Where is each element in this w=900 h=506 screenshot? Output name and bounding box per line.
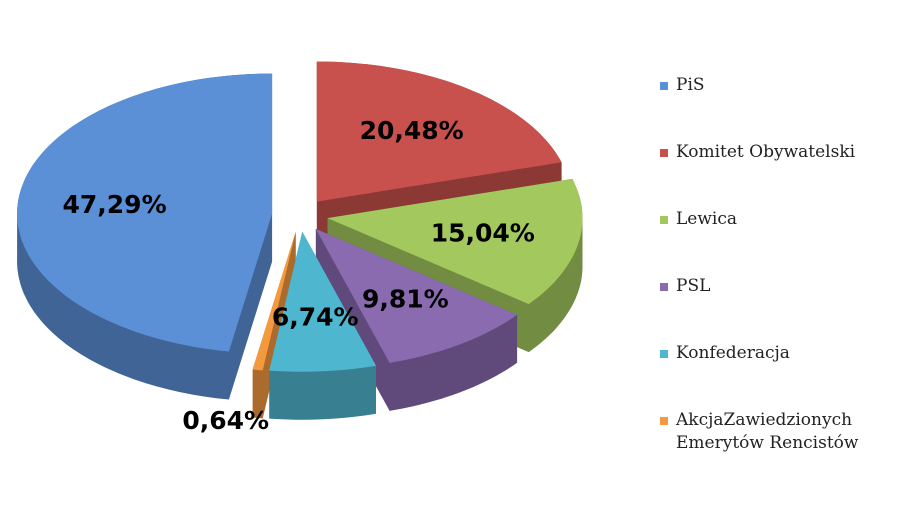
value-label: 9,81% <box>362 284 449 313</box>
legend-label: PiS <box>676 75 705 95</box>
value-label: 15,04% <box>431 218 535 247</box>
legend-swatch <box>660 82 668 90</box>
value-label: 6,74% <box>272 302 359 331</box>
slice-side <box>252 231 296 419</box>
slice <box>315 228 518 363</box>
legend-swatch <box>660 283 668 291</box>
legend: PiS Komitet Obywatelski Lewica PSL Konfedera… <box>660 74 890 476</box>
slice <box>327 178 583 305</box>
value-label: 47,29% <box>63 190 167 219</box>
value-label: 20,48% <box>360 116 464 145</box>
legend-item: PSL <box>660 275 890 342</box>
legend-swatch <box>660 417 668 425</box>
chart: 47,29% 20,48% 15,04% 9,81%6,74% 0,64% <box>17 61 583 435</box>
legend-swatch <box>660 350 668 358</box>
legend-label: PSL <box>676 276 711 296</box>
legend-swatch <box>660 216 668 224</box>
slice <box>17 73 273 352</box>
legend-item: Komitet Obywatelski <box>660 141 890 208</box>
legend-item: PiS <box>660 74 890 141</box>
value-label: 0,64% <box>182 406 269 435</box>
slice <box>252 231 296 371</box>
legend-label: Lewica <box>676 209 737 229</box>
slice <box>316 61 562 202</box>
legend-label: Komitet Obywatelski <box>676 142 856 162</box>
legend-item: Konfederacja <box>660 342 890 409</box>
legend-label: AkcjaZawiedzionych Emerytów Rencistów <box>676 410 859 453</box>
legend-item: AkcjaZawiedzionych Emerytów Rencistów <box>660 409 890 476</box>
legend-swatch <box>660 149 668 157</box>
slice <box>269 231 376 372</box>
legend-label: Konfederacja <box>676 343 790 363</box>
legend-item: Lewica <box>660 208 890 275</box>
